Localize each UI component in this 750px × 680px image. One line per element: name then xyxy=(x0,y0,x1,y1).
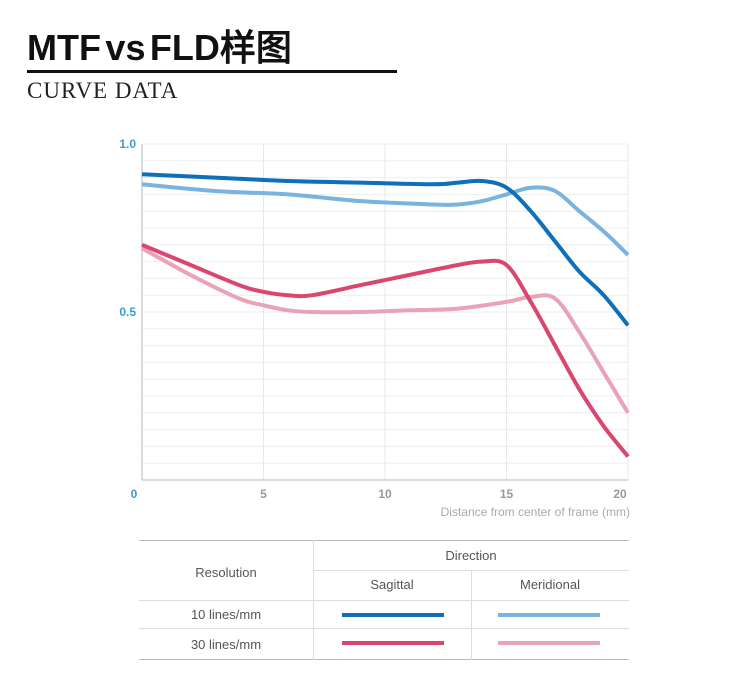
swatch-10-meridional xyxy=(498,613,600,617)
table-divider xyxy=(471,570,472,660)
y-tick-label: 0.5 xyxy=(119,305,136,319)
table-divider xyxy=(139,628,629,629)
series-line-m30 xyxy=(141,246,630,414)
row-10-label: 10 lines/mm xyxy=(190,607,262,622)
row-30-label: 30 lines/mm xyxy=(190,637,262,652)
resolution-header: Resolution xyxy=(195,565,257,580)
title-main: MTF xyxy=(27,27,101,68)
series-line-m10 xyxy=(141,182,630,257)
series-line-s30 xyxy=(141,242,630,458)
title-rest: FLD样图 xyxy=(149,27,292,68)
table-divider xyxy=(139,600,629,601)
series-line-s10 xyxy=(141,172,630,327)
swatch-10-sagittal xyxy=(342,613,444,617)
x-axis-label: Distance from center of frame (mm) xyxy=(441,505,630,519)
sagittal-header: Sagittal xyxy=(370,577,414,592)
swatch-30-sagittal xyxy=(342,641,444,645)
meridional-header: Meridional xyxy=(520,577,580,592)
x-tick-label: 10 xyxy=(378,487,392,501)
legend-table: Direction Resolution Sagittal Meridional… xyxy=(139,540,629,660)
x-tick-label: 5 xyxy=(260,487,267,501)
x-tick-label: 0 xyxy=(131,487,138,501)
table-divider xyxy=(313,540,314,660)
page-title: MTF vs FLD样图 xyxy=(27,28,292,68)
swatch-30-meridional xyxy=(498,641,600,645)
page-subtitle: CURVE DATA xyxy=(27,78,179,103)
title-underline xyxy=(27,70,397,73)
x-tick-label: 15 xyxy=(500,487,514,501)
mtf-chart: 0 5 10 15 20 0.5 1.0 Distance from center of fr… xyxy=(119,137,630,519)
table-bottom-rule xyxy=(139,659,629,660)
title-vs: vs xyxy=(105,27,146,68)
y-tick-label: 1.0 xyxy=(119,137,136,151)
table-top-rule xyxy=(139,540,629,541)
direction-header: Direction xyxy=(445,548,497,563)
x-tick-label: 20 xyxy=(613,487,627,501)
